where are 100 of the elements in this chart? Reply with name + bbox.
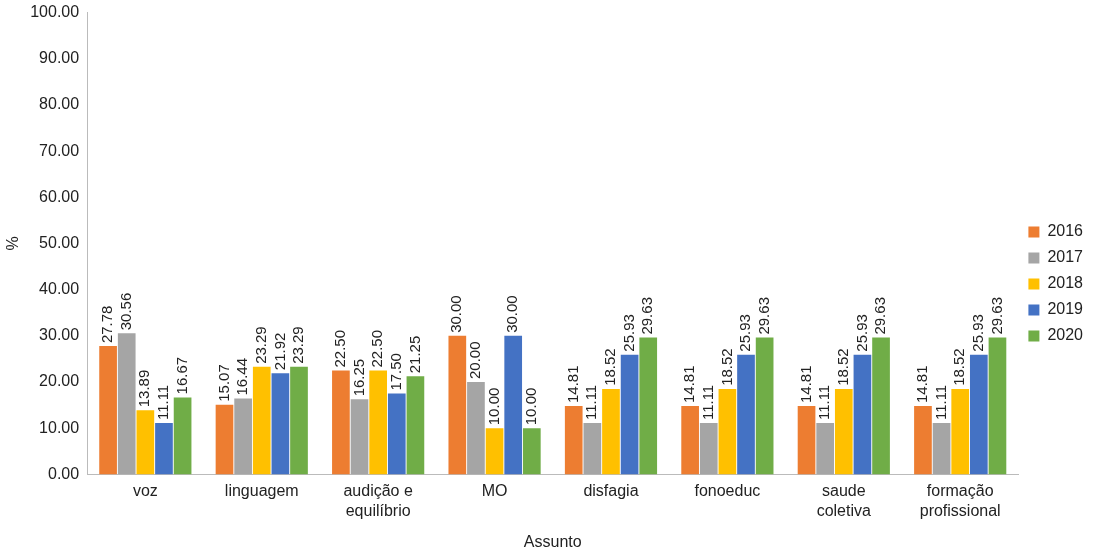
bar (136, 410, 155, 475)
bar (951, 388, 970, 475)
x-tick-label: voz (132, 482, 158, 500)
data-label: 25.93 (619, 314, 637, 352)
x-axis-title: Assunto (523, 532, 582, 550)
bar (583, 423, 602, 475)
data-label: 11.11 (698, 384, 716, 421)
data-label: 10.00 (484, 387, 502, 426)
bar (564, 406, 583, 475)
bar (988, 337, 1007, 475)
y-axis-title: % (4, 236, 22, 251)
bar (737, 354, 755, 475)
data-label: 18.52 (950, 348, 968, 386)
bar (755, 337, 774, 475)
bar (369, 370, 388, 475)
data-label: 30.00 (503, 295, 521, 333)
data-label: 15.07 (214, 364, 232, 402)
legend-label: 2018 (1047, 274, 1084, 292)
data-label: 13.89 (135, 369, 153, 408)
bar (350, 399, 369, 475)
data-label: 21.25 (405, 335, 423, 374)
x-tick-label: fonoeduc (694, 482, 761, 500)
y-tick-label: 70.00 (39, 141, 80, 159)
legend-label: 2016 (1047, 222, 1084, 240)
data-label: 22.50 (331, 329, 349, 368)
bar (448, 335, 467, 475)
data-label: 25.93 (736, 314, 754, 352)
data-label: 11.11 (154, 384, 172, 421)
bar (797, 406, 816, 475)
data-label: 11.11 (931, 384, 949, 421)
bar (504, 335, 523, 475)
data-label: 18.52 (717, 348, 735, 386)
y-tick-label: 30.00 (39, 326, 80, 344)
y-tick-label: 90.00 (39, 49, 80, 67)
data-label: 21.92 (270, 332, 288, 371)
data-label: 25.93 (968, 314, 986, 352)
x-tick-label: formação profissional (919, 482, 1001, 519)
data-label: 14.81 (563, 365, 581, 404)
bar (332, 370, 350, 475)
bar (522, 428, 541, 475)
legend-label: 2019 (1047, 300, 1084, 318)
data-label: 17.50 (386, 353, 404, 391)
bar (117, 333, 136, 475)
y-tick-label: 40.00 (39, 280, 80, 298)
bar (718, 388, 737, 475)
x-tick-label: saude coletiva (816, 482, 872, 519)
bar (485, 428, 504, 475)
bar (816, 423, 835, 475)
data-label: 29.63 (987, 297, 1005, 335)
bar (406, 376, 425, 475)
data-label: 16.25 (349, 358, 367, 397)
y-tick-label: 20.00 (39, 372, 80, 390)
y-tick-label: 80.00 (39, 95, 80, 113)
bar (620, 354, 639, 475)
bar (872, 337, 890, 475)
y-tick-label: 0.00 (48, 464, 80, 482)
data-label: 18.52 (833, 348, 851, 386)
data-label: 23.29 (289, 326, 307, 364)
data-label: 29.63 (754, 297, 772, 335)
bar (215, 404, 234, 475)
bar (290, 366, 308, 475)
data-label: 23.29 (251, 326, 269, 364)
x-tick-label: linguagem (224, 482, 299, 500)
bar (853, 354, 872, 475)
data-label: 11.11 (582, 384, 600, 421)
data-label: 14.81 (680, 365, 698, 404)
data-label: 16.67 (172, 356, 190, 395)
data-label: 29.63 (638, 297, 656, 335)
data-label: 14.81 (913, 365, 931, 404)
bar (602, 388, 620, 475)
bar (99, 346, 117, 475)
bar (467, 382, 485, 475)
data-label: 29.63 (871, 297, 889, 335)
bar (969, 354, 988, 475)
y-tick-label: 10.00 (39, 418, 80, 436)
bar (387, 393, 406, 475)
bar (155, 423, 173, 475)
legend-label: 2020 (1047, 326, 1084, 344)
bar (252, 366, 271, 475)
bar (834, 388, 853, 475)
y-tick-label: 60.00 (39, 187, 80, 205)
data-label: 30.00 (447, 295, 465, 333)
bar (914, 406, 932, 475)
y-tick-label: 50.00 (39, 233, 80, 251)
x-tick-label: disfagia (583, 482, 639, 500)
x-tick-label: audição e equilíbrio (343, 482, 413, 519)
bar (681, 406, 699, 475)
bar (932, 423, 951, 475)
bar (234, 398, 252, 475)
data-label: 14.81 (796, 365, 814, 404)
data-label: 10.00 (521, 387, 539, 426)
data-label: 25.93 (852, 314, 870, 352)
data-label: 22.50 (368, 329, 386, 368)
data-label: 20.00 (466, 341, 484, 380)
data-label: 11.11 (815, 384, 833, 421)
bar (173, 397, 192, 475)
x-tick-label: MO (481, 482, 508, 500)
bar (699, 423, 718, 475)
bar (639, 337, 658, 475)
data-label: 16.44 (233, 357, 251, 396)
